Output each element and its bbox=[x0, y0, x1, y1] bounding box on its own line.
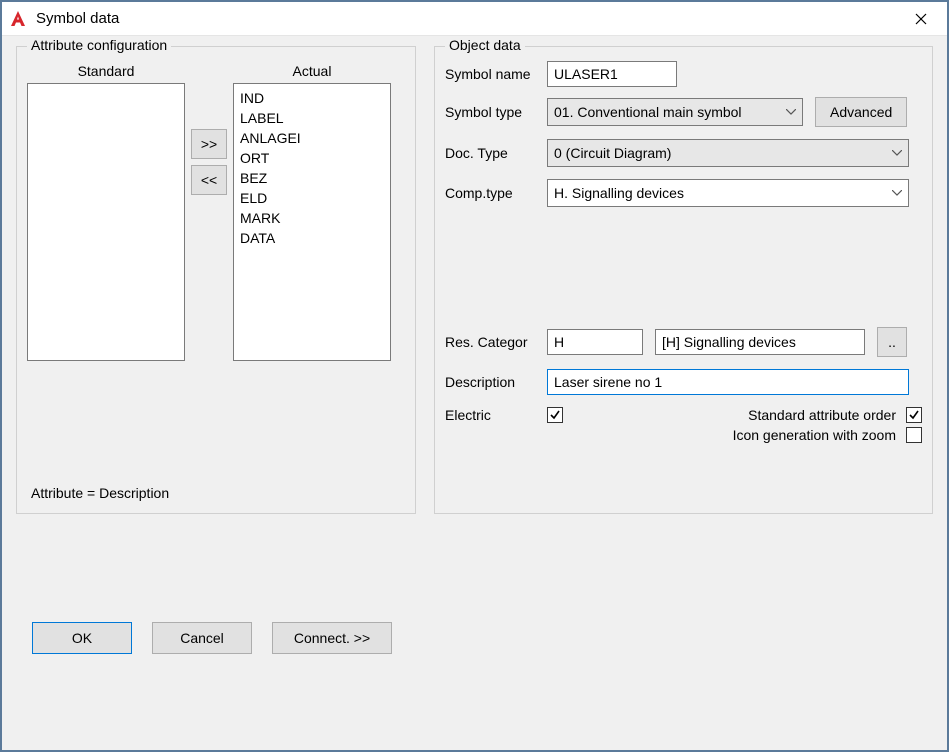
chevron-down-icon bbox=[786, 109, 796, 115]
dialog-window: Symbol data Attribute configuration Stan… bbox=[0, 0, 949, 752]
connect-button[interactable]: Connect. >> bbox=[272, 622, 392, 654]
icon-gen-checkbox[interactable] bbox=[906, 427, 922, 443]
doc-type-label: Doc. Type bbox=[445, 145, 547, 161]
electric-checkbox[interactable] bbox=[547, 407, 563, 423]
standard-column-label: Standard bbox=[78, 63, 135, 79]
actual-listbox[interactable]: INDLABELANLAGEIORTBEZELDMARKDATA bbox=[233, 83, 391, 361]
chevron-down-icon bbox=[892, 190, 902, 196]
app-icon bbox=[8, 9, 28, 29]
client-area: Attribute configuration Standard >> << A… bbox=[2, 36, 947, 750]
move-right-button[interactable]: >> bbox=[191, 129, 227, 159]
list-item[interactable]: ORT bbox=[240, 148, 384, 168]
standard-listbox[interactable] bbox=[27, 83, 185, 361]
window-title: Symbol data bbox=[36, 10, 119, 27]
symbol-type-select[interactable]: 01. Conventional main symbol bbox=[547, 98, 803, 126]
attribute-configuration-group: Attribute configuration Standard >> << A… bbox=[16, 46, 416, 514]
std-attr-order-checkbox[interactable] bbox=[906, 407, 922, 423]
res-categor-label: Res. Categor bbox=[445, 334, 547, 350]
description-label: Description bbox=[445, 374, 547, 390]
doc-type-select[interactable]: 0 (Circuit Diagram) bbox=[547, 139, 909, 167]
list-item[interactable]: ANLAGEI bbox=[240, 128, 384, 148]
symbol-type-value: 01. Conventional main symbol bbox=[554, 104, 742, 120]
symbol-name-label: Symbol name bbox=[445, 66, 547, 82]
res-categor-code-input[interactable] bbox=[547, 329, 643, 355]
list-item[interactable]: IND bbox=[240, 88, 384, 108]
close-button[interactable] bbox=[901, 4, 941, 34]
symbol-type-label: Symbol type bbox=[445, 104, 547, 120]
titlebar: Symbol data bbox=[2, 2, 947, 36]
attribute-status-text: Attribute = Description bbox=[27, 477, 405, 503]
move-left-button[interactable]: << bbox=[191, 165, 227, 195]
std-attr-order-label: Standard attribute order bbox=[748, 407, 896, 423]
list-item[interactable]: MARK bbox=[240, 208, 384, 228]
electric-label: Electric bbox=[445, 407, 547, 423]
comp-type-label: Comp.type bbox=[445, 185, 547, 201]
list-item[interactable]: LABEL bbox=[240, 108, 384, 128]
advanced-button[interactable]: Advanced bbox=[815, 97, 907, 127]
list-item[interactable]: DATA bbox=[240, 228, 384, 248]
attribute-configuration-legend: Attribute configuration bbox=[27, 37, 171, 53]
res-categor-browse-button[interactable]: .. bbox=[877, 327, 907, 357]
dialog-button-row: OK Cancel Connect. >> bbox=[32, 622, 933, 654]
close-icon bbox=[915, 13, 927, 25]
symbol-name-input[interactable] bbox=[547, 61, 677, 87]
comp-type-value: H. Signalling devices bbox=[554, 185, 684, 201]
res-categor-text-input[interactable] bbox=[655, 329, 865, 355]
chevron-down-icon bbox=[892, 150, 902, 156]
list-item[interactable]: BEZ bbox=[240, 168, 384, 188]
list-item[interactable]: ELD bbox=[240, 188, 384, 208]
actual-column-label: Actual bbox=[293, 63, 332, 79]
object-data-group: Object data Symbol name Symbol type 01. … bbox=[434, 46, 933, 514]
ok-button[interactable]: OK bbox=[32, 622, 132, 654]
description-input[interactable] bbox=[547, 369, 909, 395]
cancel-button[interactable]: Cancel bbox=[152, 622, 252, 654]
doc-type-value: 0 (Circuit Diagram) bbox=[554, 145, 671, 161]
icon-gen-label: Icon generation with zoom bbox=[733, 427, 896, 443]
object-data-legend: Object data bbox=[445, 37, 525, 53]
comp-type-select[interactable]: H. Signalling devices bbox=[547, 179, 909, 207]
